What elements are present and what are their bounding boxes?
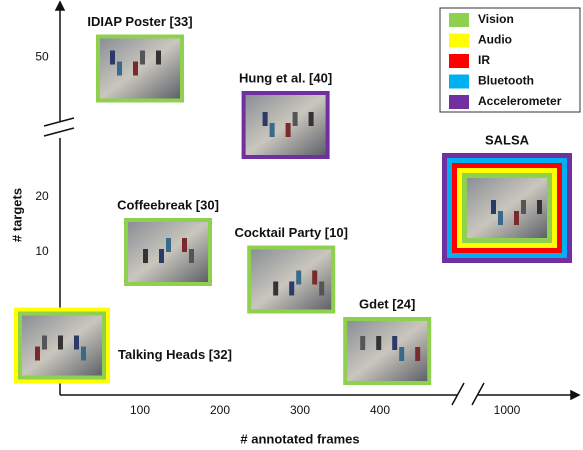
dataset-thumbnail xyxy=(467,178,547,238)
legend-label: Accelerometer xyxy=(478,94,562,108)
thumbnail-figure xyxy=(156,50,161,65)
thumbnail-figure xyxy=(273,281,279,296)
x-tick-label: 200 xyxy=(210,403,230,417)
x-tick-label: 100 xyxy=(130,403,150,417)
legend-label: Audio xyxy=(478,33,512,47)
thumbnail-figure xyxy=(110,50,115,65)
thumbnail-figure xyxy=(166,238,171,252)
dataset-label: Gdet [24] xyxy=(359,296,415,311)
dataset-label: SALSA xyxy=(485,132,530,147)
legend-label: IR xyxy=(478,53,490,67)
thumbnail-figure xyxy=(140,50,145,65)
y-tick-label: 20 xyxy=(35,189,49,203)
dataset-label: Talking Heads [32] xyxy=(118,347,232,362)
thumbnail-figure xyxy=(392,336,398,350)
x-tick-label: 400 xyxy=(370,403,390,417)
y-tick-label: 50 xyxy=(35,49,49,63)
thumbnail-figure xyxy=(514,211,519,225)
x-tick-label: 300 xyxy=(290,403,310,417)
thumbnail-figure xyxy=(537,200,542,214)
thumbnail-figure xyxy=(159,249,164,263)
legend-label: Vision xyxy=(478,12,514,26)
legend-swatch xyxy=(449,33,469,48)
legend-swatch xyxy=(449,54,469,68)
legend-swatch xyxy=(449,95,469,109)
thumbnail-figure xyxy=(269,123,275,137)
dataset-label: IDIAP Poster [33] xyxy=(87,14,192,29)
y-axis-label: # targets xyxy=(9,188,24,242)
legend-swatch xyxy=(449,74,469,89)
dataset-thumbnail xyxy=(100,38,180,99)
thumbnail-figure xyxy=(42,335,47,350)
y-tick-label: 10 xyxy=(35,244,49,258)
thumbnail-figure xyxy=(143,249,148,263)
x-axis-label: # annotated frames xyxy=(240,431,359,446)
thumbnail-figure xyxy=(58,335,63,350)
dataset-label: Hung et al. [40] xyxy=(239,70,332,85)
thumbnail-figure xyxy=(296,270,302,285)
thumbnail-figure xyxy=(498,211,503,225)
thumbnail-figure xyxy=(491,200,496,214)
thumbnail-figure xyxy=(399,347,405,361)
axes xyxy=(43,0,581,406)
dataset-label: Coffeebreak [30] xyxy=(117,197,219,212)
thumbnail-figure xyxy=(182,238,187,252)
thumbnail-figure xyxy=(81,346,86,361)
thumbnail-figure xyxy=(415,347,421,361)
thumbnail-figure xyxy=(360,336,366,350)
legend-label: Bluetooth xyxy=(478,74,534,88)
thumbnail-figure xyxy=(308,112,314,126)
dataset-label: Cocktail Party [10] xyxy=(234,225,347,240)
thumbnail-figure xyxy=(376,336,382,350)
x-tick-label: 1000 xyxy=(494,403,521,417)
legend-swatch xyxy=(449,13,469,27)
thumbnail-figure xyxy=(74,335,79,350)
thumbnail-figure xyxy=(189,249,194,263)
thumbnail-figure xyxy=(292,112,298,126)
thumbnail-figure xyxy=(521,200,526,214)
thumbnail-figure xyxy=(285,123,291,137)
thumbnail-figure xyxy=(319,281,325,296)
thumbnail-figure xyxy=(133,61,138,76)
dataset-thumbnail xyxy=(347,321,428,381)
thumbnail-figure xyxy=(289,281,295,296)
dataset-thumbnail xyxy=(251,249,332,310)
thumbnail-figure xyxy=(117,61,122,76)
thumbnail-figure xyxy=(35,346,40,361)
thumbnail-figure xyxy=(262,112,268,126)
thumbnail-figure xyxy=(312,270,318,285)
